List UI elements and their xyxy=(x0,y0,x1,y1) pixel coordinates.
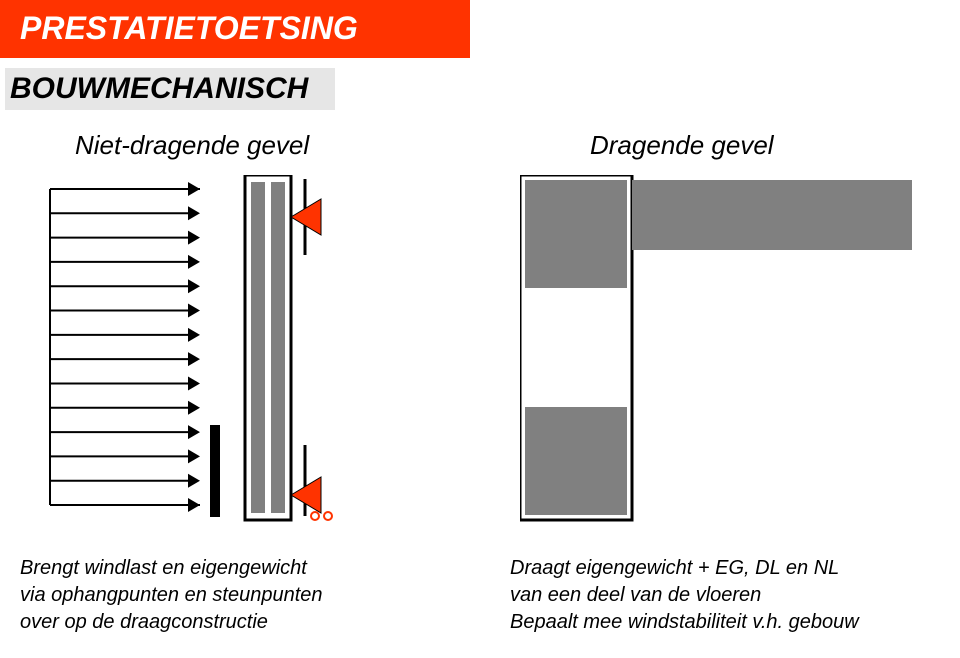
bearing-facade-diagram xyxy=(520,175,940,535)
right-diagram-label: Dragende gevel xyxy=(590,130,774,161)
caption-line: via ophangpunten en steunpunten xyxy=(20,584,323,606)
caption-line: Draagt eigengewicht + EG, DL en NL xyxy=(510,557,839,579)
caption-line: van een deel van de vloeren xyxy=(510,584,761,606)
caption-line: Brengt windlast en eigengewicht xyxy=(20,557,307,579)
caption-line: Bepaalt mee windstabiliteit v.h. gebouw xyxy=(510,611,859,633)
left-caption: Brengt windlast en eigengewicht via ophan… xyxy=(20,555,323,636)
right-caption: Draagt eigengewicht + EG, DL en NL van ee… xyxy=(510,555,859,636)
subheader-title: BOUWMECHANISCH xyxy=(10,72,308,106)
page-title: PRESTATIETOETSING xyxy=(20,10,358,47)
left-diagram-label: Niet-dragende gevel xyxy=(75,130,309,161)
caption-line: over op de draagconstructie xyxy=(20,611,268,633)
non-bearing-facade-diagram xyxy=(40,175,400,535)
